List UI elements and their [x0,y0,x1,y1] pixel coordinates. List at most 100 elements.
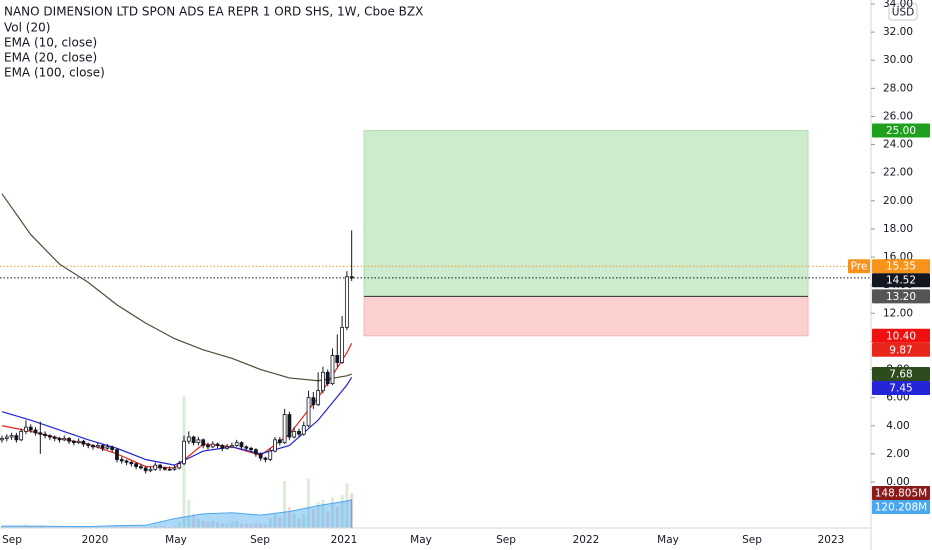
volume-bar [158,526,162,528]
y-tick-label: 2.00 [886,448,909,460]
volume-bar [240,523,243,528]
candle-body [52,436,57,439]
price-tag-label: 120.208M [875,502,927,514]
candle-body [196,439,201,444]
candle-body [335,355,340,363]
candle-body [301,425,306,435]
volume-bar [115,526,119,528]
y-tick-label: 12.00 [883,307,913,319]
volume-bar [196,518,200,528]
volume-bar [235,520,239,528]
volume-bar [148,526,152,528]
volume-bar [249,524,253,528]
candle-body [134,463,139,467]
candle-body [282,414,287,444]
candle-body [9,435,14,438]
x-tick-label: Sep [496,534,516,546]
x-tick-label: May [657,534,679,546]
x-tick-label: Sep [742,534,762,546]
ema-line [1,193,352,382]
volume-bar [244,523,248,528]
candle-body [76,440,81,444]
volume-bar [125,526,129,528]
candle-body [91,445,95,448]
candle-body [306,397,311,427]
x-tick-label: Sep [2,534,22,546]
volume-bar [134,526,138,528]
price-tag [872,342,930,357]
candle-body [191,436,196,444]
y-tick-label: 30.00 [883,54,913,66]
volume-bar [311,509,315,528]
volume-bar [292,513,296,528]
price-tag-label: 15.35 [886,261,916,273]
candle-body [43,433,48,437]
candle-body [124,460,129,463]
candle-body [311,397,316,406]
ema-line [1,342,353,469]
legend-ema: EMA (100, close) [4,66,105,80]
candle-body [71,440,76,444]
volume-bar [34,526,38,528]
candle-body [81,440,86,445]
price-tag [872,123,930,138]
candle-body [95,445,100,448]
candle-body [316,390,321,406]
candle-body [115,449,119,460]
price-tag [872,500,930,515]
price-tag-prefix [848,259,870,274]
volume-bar [331,497,335,528]
candle-body [206,445,210,448]
x-tick-label: May [165,534,187,546]
plot-area [0,130,871,529]
volume-bar [10,526,14,528]
volume-bar [302,513,306,528]
volume-bar [340,495,344,528]
legend-volume: Vol (20) [4,21,50,35]
candle-body [67,438,71,442]
candle-body [129,461,134,465]
volume-bar [259,523,263,528]
price-tag-label: 13.20 [886,291,916,303]
candle-body [0,438,4,441]
volume-bar [187,499,191,528]
x-tick-label: 2023 [818,534,845,546]
price-tag-label: 7.45 [889,383,912,395]
price-tag [872,486,930,501]
y-tick-label: 18.00 [883,223,913,235]
price-tag-prefix-label: Pre [851,261,868,273]
candle-body [239,442,244,448]
price-tag-label: 14.52 [886,275,916,287]
candle-body [277,439,282,444]
currency-box[interactable] [888,3,918,21]
candle-body [177,463,182,469]
volume-bar [278,517,282,528]
currency[interactable]: USD [892,7,914,19]
volume-bar [230,522,234,528]
volume-bar [307,478,311,528]
price-tag-label: 25.00 [886,125,916,137]
price-tag [872,367,930,382]
volume-bar [177,522,181,528]
y-tick-label: 4.00 [886,420,909,432]
candle-body [19,430,24,441]
candle-body [201,439,206,446]
x-tick-label: Sep [250,534,270,546]
volume-bar [163,526,167,528]
y-tick-label: 0.00 [886,476,909,488]
price-tag-label: 9.87 [889,344,912,356]
candle-body [182,440,186,465]
volume-bar [201,520,205,528]
candle-body [244,446,249,449]
x-tick-label: May [410,534,432,546]
candle-body [273,439,277,452]
price-tag [872,273,930,288]
candle-body [349,276,354,279]
volume-bar [211,520,215,528]
candle-body [186,436,191,442]
price-tag [872,381,930,396]
y-tick-label: 22.00 [883,167,913,179]
candle-body [263,457,268,460]
candle-body [230,445,234,448]
volume-bar [192,513,196,528]
